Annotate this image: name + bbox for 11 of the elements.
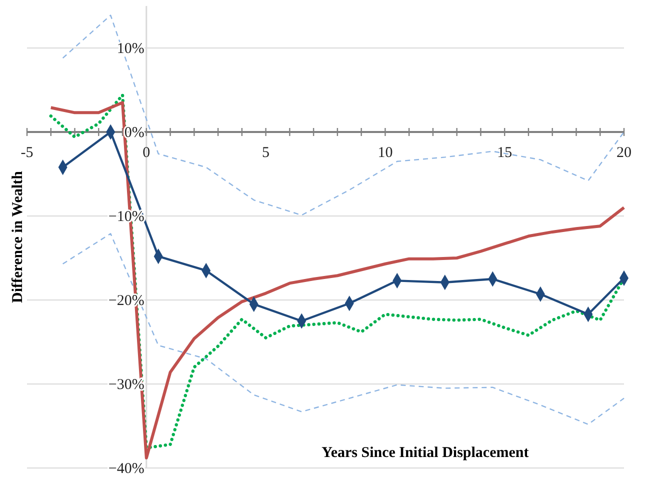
y-tick-label: −40%	[108, 461, 144, 477]
x-tick-label: 15	[497, 145, 512, 161]
line-series	[62, 233, 625, 425]
x-tick-label: 10	[378, 145, 393, 161]
x-tick-label: 5	[262, 145, 270, 161]
x-tick-label: 0	[142, 145, 150, 161]
x-tick-label: -5	[20, 145, 34, 161]
y-tick-label: 10%	[116, 41, 144, 57]
y-axis-title: Difference in Wealth	[10, 170, 26, 303]
x-tick-label: 20	[616, 145, 632, 161]
x-axis-title: Years Since Initial Displacement	[322, 445, 529, 462]
